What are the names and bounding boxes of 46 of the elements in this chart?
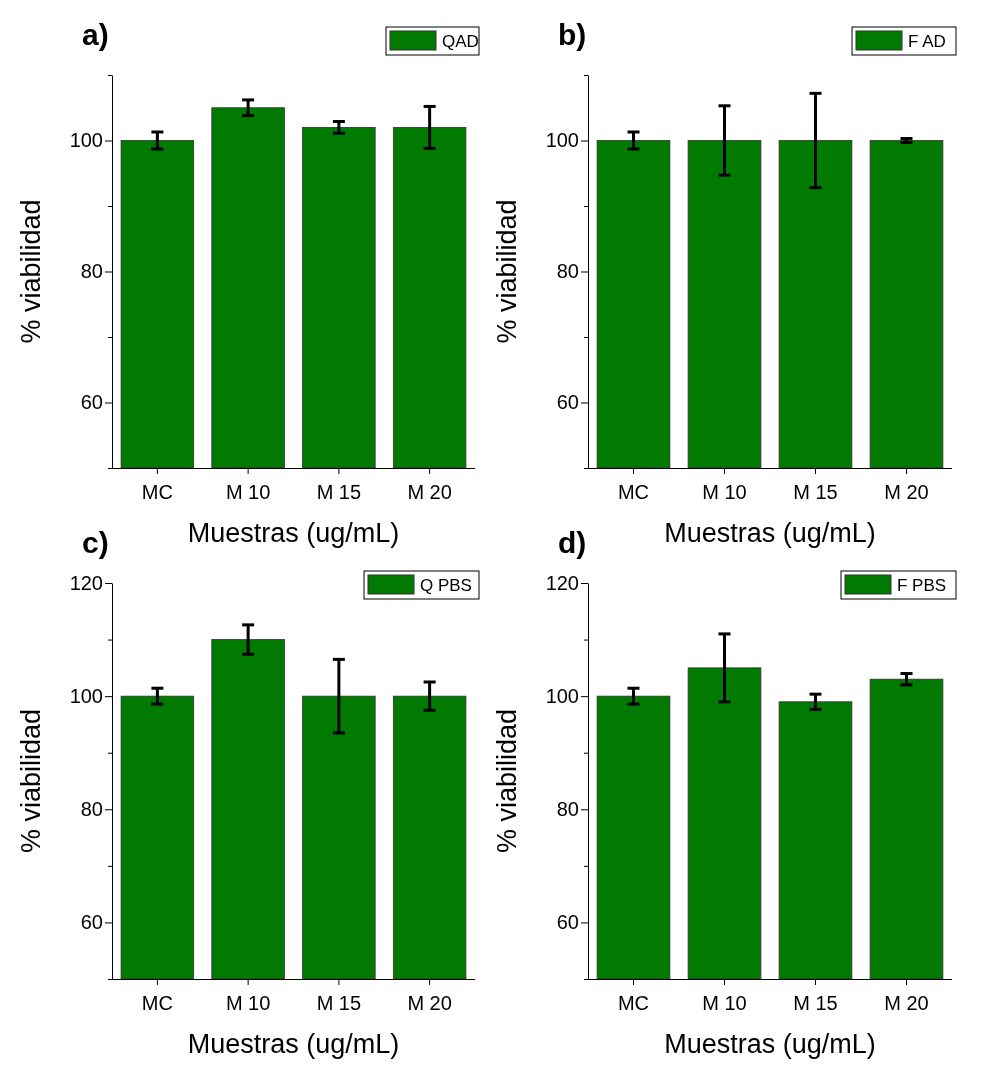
x-tick-label: M 10 — [225, 481, 271, 503]
x-tick-label: M 20 — [407, 481, 452, 503]
y-tick-label: 100 — [69, 129, 103, 152]
y-tick-label: 80 — [556, 798, 579, 821]
y-tick-label: 100 — [545, 129, 579, 152]
y-axis-title: % viabilidad — [492, 199, 522, 344]
legend-label: F AD — [908, 32, 946, 51]
legend-label: QAD — [442, 32, 479, 51]
x-tick-label: M 15 — [793, 992, 838, 1014]
y-axis-title: % viabilidad — [492, 708, 522, 854]
y-tick-label: 60 — [80, 911, 103, 934]
x-tick-label: M 15 — [793, 481, 838, 503]
y-tick-label: 120 — [69, 571, 103, 594]
x-tick-label: MC — [617, 992, 650, 1014]
y-tick-label: 60 — [556, 391, 579, 414]
x-axis-title: Muestras (ug/mL) — [664, 518, 876, 548]
y-tick-label: 120 — [545, 571, 579, 594]
x-tick-label: M 10 — [702, 481, 747, 503]
x-axis-title: Muestras (ug/mL) — [664, 1029, 876, 1059]
y-axis-title: % viabilidad — [16, 708, 46, 854]
y-tick-label: 60 — [556, 911, 579, 934]
chart-title: c) — [82, 526, 109, 559]
x-tick-label: M 20 — [884, 481, 929, 503]
y-tick-label: 80 — [80, 798, 103, 821]
chart-title: d) — [558, 526, 587, 559]
x-tick-label: M 10 — [225, 992, 271, 1014]
x-tick-label: M 15 — [316, 992, 362, 1014]
x-tick-label: M 10 — [702, 992, 747, 1014]
y-tick-label: 100 — [545, 685, 579, 708]
y-tick-label: 80 — [80, 260, 103, 283]
y-tick-label: 100 — [69, 685, 103, 708]
x-tick-label: MC — [141, 481, 173, 503]
legend-label: F PBS — [897, 576, 947, 595]
x-tick-label: M 20 — [884, 992, 929, 1014]
x-axis-title: Muestras (ug/mL) — [187, 1029, 400, 1059]
x-axis-title: Muestras (ug/mL) — [187, 518, 400, 548]
chart-title: b) — [558, 18, 587, 51]
x-tick-label: MC — [141, 992, 173, 1014]
y-tick-label: 80 — [556, 260, 579, 283]
y-tick-label: 60 — [80, 391, 103, 414]
x-tick-label: MC — [617, 481, 650, 503]
y-axis-title: % viabilidad — [16, 199, 46, 344]
x-tick-label: M 20 — [407, 992, 452, 1014]
legend-label: Q PBS — [420, 576, 472, 595]
x-tick-label: M 15 — [316, 481, 362, 503]
chart-title: a) — [82, 18, 109, 51]
